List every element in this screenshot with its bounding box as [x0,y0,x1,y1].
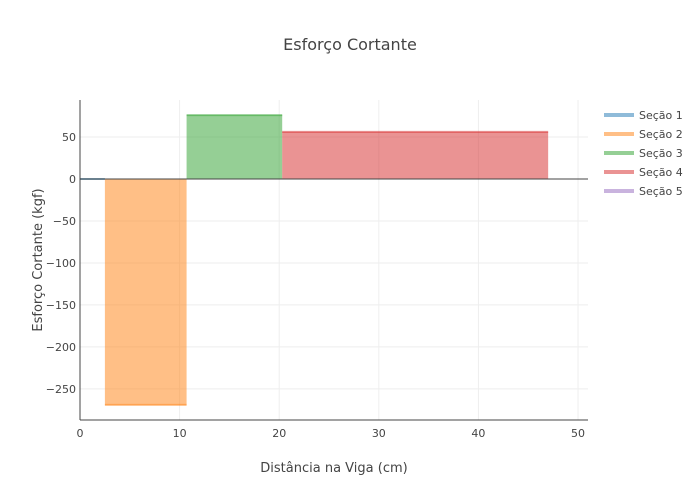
chart-title: Esforço Cortante [283,35,417,54]
y-tick-label: −50 [53,215,76,228]
x-tick-label: 20 [272,427,286,440]
legend-label: Seção 3 [639,147,683,160]
plot-areas [80,114,549,406]
legend: Seção 1 Seção 2 Seção 3 Seção 4 Seção 5 [604,109,683,198]
series-area-3 [186,115,283,179]
y-tick-label: −150 [46,299,76,312]
legend-label: Seção 5 [639,185,683,198]
y-tick-label: 50 [62,131,76,144]
y-axis-title: Esforço Cortante (kgf) [31,188,46,331]
y-tick-label: −100 [46,257,76,270]
y-tick-label: 0 [69,173,76,186]
axes [79,100,588,421]
legend-label: Seção 1 [639,109,683,122]
x-tick-label: 40 [471,427,485,440]
x-tick-label: 30 [372,427,386,440]
series-area-4 [282,131,549,179]
tick-labels: 0 10 20 30 40 50 50 0 −50 −100 −150 −200 −250 [46,131,585,440]
y-tick-label: −250 [46,383,76,396]
x-axis-title: Distância na Viga (cm) [260,461,407,476]
y-tick-label: −200 [46,341,76,354]
legend-label: Seção 4 [639,166,683,179]
legend-label: Seção 2 [639,128,683,141]
x-tick-label: 50 [571,427,585,440]
x-tick-label: 0 [77,427,84,440]
x-tick-label: 10 [173,427,187,440]
series-area-2 [104,178,187,405]
